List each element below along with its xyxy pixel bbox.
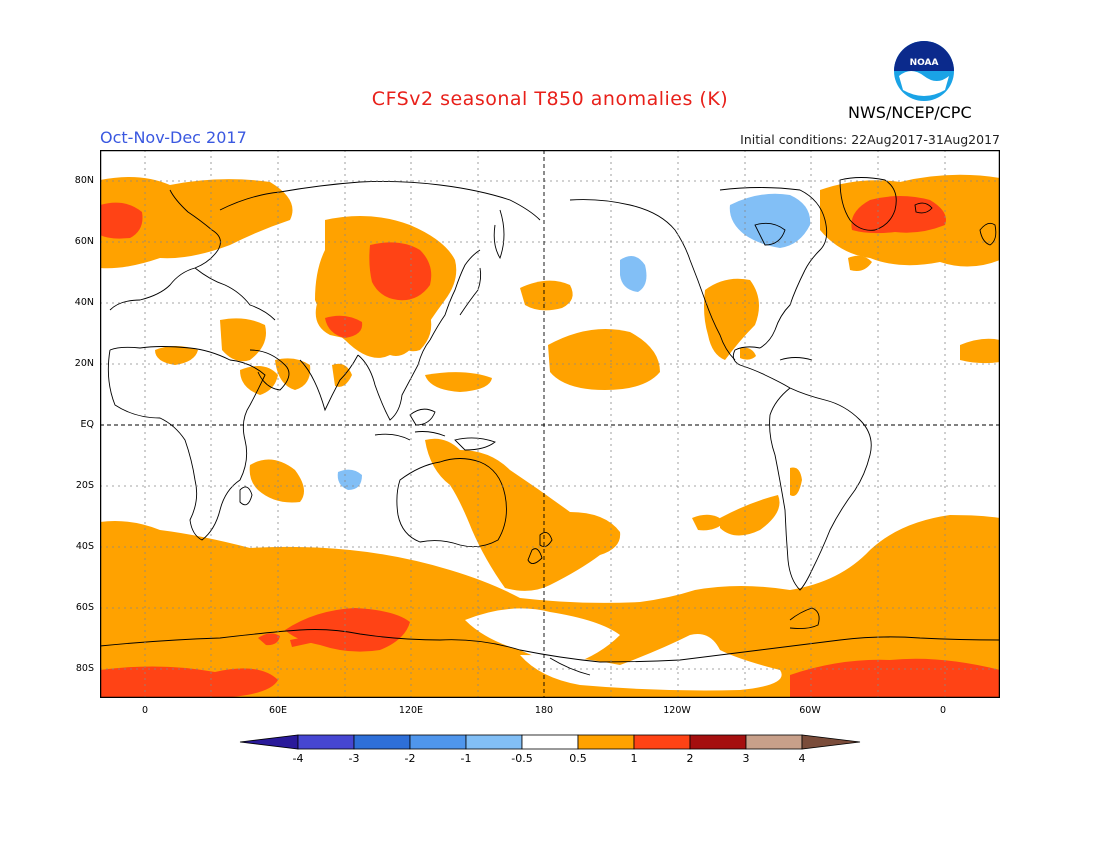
colorbar-tick-0-5: 0.5 (569, 752, 587, 765)
colorbar-swatch (297, 734, 355, 750)
colorbar-swatch (633, 734, 691, 750)
lat-label-eq: EQ (80, 419, 94, 430)
colorbar-swatch (465, 734, 523, 750)
lon-label-120e: 120E (398, 705, 424, 716)
lat-label-20n: 20N (74, 358, 94, 369)
colorbar-tick-minus-0-5: -0.5 (511, 752, 533, 765)
lat-label-20s: 20S (75, 480, 94, 491)
colorbar-arrow-low (239, 734, 299, 750)
lon-label-0-east: 0 (939, 705, 947, 716)
noaa-logo: NOAA (894, 41, 954, 101)
colorbar-tick-4: 4 (798, 752, 806, 765)
colorbar-swatch (577, 734, 635, 750)
colorbar-tick-3: 3 (742, 752, 750, 765)
colorbar-tick-2: 2 (686, 752, 694, 765)
lat-label-60s: 60S (75, 602, 94, 613)
lat-label-60n: 60N (74, 236, 94, 247)
season-label: Oct-Nov-Dec 2017 (100, 128, 247, 147)
lon-label-60w: 60W (799, 705, 821, 716)
colorbar-swatch (745, 734, 803, 750)
agency-label: NWS/NCEP/CPC (848, 103, 972, 122)
colorbar-swatch (689, 734, 747, 750)
lat-label-80s: 80S (75, 663, 94, 674)
colorbar-tick-minus-1: -1 (460, 752, 472, 765)
lon-label-180: 180 (534, 705, 554, 716)
cool-anomaly-05-1 (337, 193, 811, 490)
colorbar-tick-minus-4: -4 (292, 752, 304, 765)
colorbar-swatch (521, 734, 579, 750)
initial-conditions-label: Initial conditions: 22Aug2017-31Aug2017 (740, 132, 1000, 147)
anomaly-map (100, 150, 1000, 698)
warm-anomaly-1-2 (100, 196, 1000, 698)
coastlines (100, 177, 1000, 676)
lon-label-60e: 60E (268, 705, 288, 716)
neutral-anomaly-areas (465, 608, 782, 691)
colorbar-swatch (409, 734, 467, 750)
chart-title: CFSv2 seasonal T850 anomalies (K) (371, 88, 729, 110)
lat-label-40s: 40S (75, 541, 94, 552)
colorbar-tick-minus-2: -2 (404, 752, 416, 765)
lon-label-120w: 120W (663, 705, 691, 716)
lon-label-0-west: 0 (141, 705, 149, 716)
colorbar-tick-minus-3: -3 (348, 752, 360, 765)
colorbar-arrow-high (801, 734, 861, 750)
logo-text: NOAA (910, 58, 939, 68)
colorbar-tick-1: 1 (630, 752, 638, 765)
colorbar-swatch (353, 734, 411, 750)
lat-lon-grid (100, 150, 1000, 698)
lat-label-40n: 40N (74, 297, 94, 308)
lat-label-80n: 80N (74, 175, 94, 186)
